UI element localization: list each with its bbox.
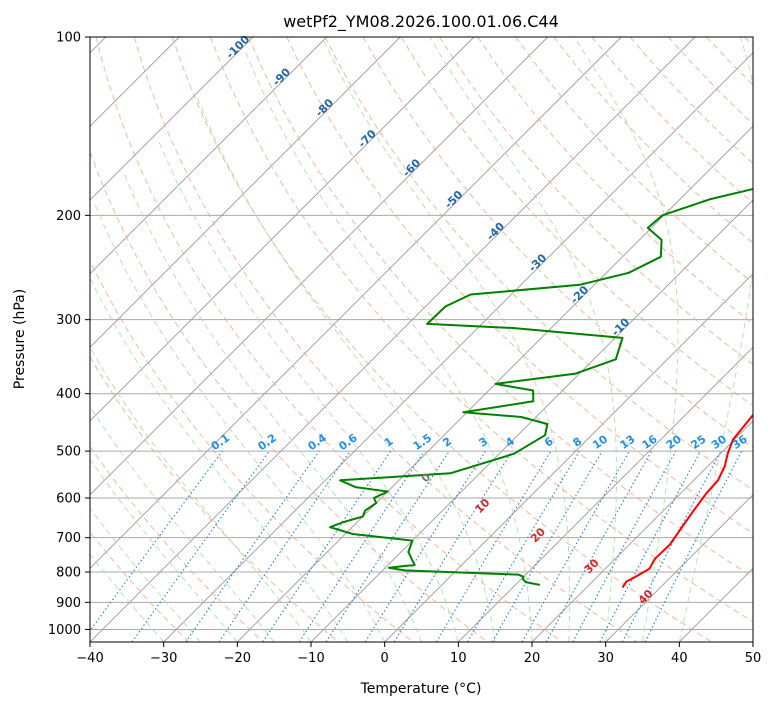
mixing-ratio-line — [185, 450, 320, 642]
isotherm-line — [531, 420, 753, 642]
dry-adiabat-line — [324, 37, 753, 491]
x-tick-label: −20 — [224, 651, 251, 666]
dry-adiabat-line — [90, 150, 488, 642]
mixing-ratio-line — [393, 450, 513, 642]
dry-adiabat-line — [95, 37, 563, 642]
axes: −40 −30 −20 −10 0 10 20 30 40 50 100 200 300 400 500 60… — [48, 31, 761, 667]
isotherm-line — [90, 37, 328, 275]
isotherm-line — [90, 37, 254, 201]
mixing-ratio-line — [131, 450, 270, 642]
mixing-ratio-line — [572, 450, 677, 642]
isotherm-line — [90, 37, 475, 422]
moist-adiabat-line — [90, 507, 201, 642]
y-tick-label: 500 — [56, 445, 81, 460]
dry-adiabat-line — [477, 37, 753, 325]
x-tick-label: 10 — [450, 651, 467, 666]
dewpoint-line — [329, 187, 753, 586]
dry-adiabat-line — [90, 356, 339, 642]
x-tick-label: 20 — [524, 651, 541, 666]
y-tick-label: 1000 — [48, 623, 81, 638]
x-tick-label: 50 — [745, 651, 762, 666]
dry-adiabat-line — [210, 37, 753, 623]
y-tick-label: 700 — [56, 531, 81, 546]
dry-adiabat-line — [248, 37, 753, 578]
x-tick-label: 30 — [597, 651, 614, 666]
x-tick-label: 0 — [381, 651, 389, 666]
isotherm-line — [90, 37, 622, 569]
isotherm-line — [236, 125, 753, 642]
y-axis-label: Pressure (hPa) — [12, 289, 28, 389]
moist-adiabat-line — [195, 94, 496, 642]
moist-adiabat-line — [429, 37, 617, 642]
isotherm-line — [163, 52, 753, 642]
isotherm-line — [605, 494, 753, 642]
moist-adiabat-line — [90, 346, 312, 642]
dry-adiabat-line — [286, 37, 753, 534]
x-axis-label: Temperature (°C) — [360, 681, 482, 697]
dry-adiabat-line — [133, 37, 638, 642]
mixing-ratio-line — [644, 450, 743, 642]
moist-adiabat-line — [93, 201, 386, 642]
dry-adiabat-line — [171, 37, 712, 642]
y-tick-label: 100 — [56, 31, 81, 46]
moist-adiabat-line — [244, 49, 533, 642]
dry-adiabat-line — [90, 259, 414, 642]
mixing-ratio-line — [262, 450, 392, 642]
mixing-ratio-line — [90, 450, 223, 632]
moist-adiabat-line — [321, 37, 571, 642]
y-tick-label: 600 — [56, 492, 81, 507]
plot-frame — [89, 36, 754, 643]
mixing-ratio-line — [218, 450, 351, 642]
x-tick-label: 40 — [671, 651, 688, 666]
y-tick-label: 800 — [56, 566, 81, 581]
y-tick-label: 300 — [56, 313, 81, 328]
mixing-ratio-line — [298, 450, 425, 642]
moist-adiabat-line — [678, 37, 753, 642]
isotherm-line — [457, 346, 753, 642]
moist-adiabat-line — [573, 37, 679, 642]
dry-adiabat-line — [438, 37, 753, 366]
y-tick-label: 400 — [56, 387, 81, 402]
isotherm-line — [90, 37, 401, 348]
x-tick-label: −30 — [150, 651, 177, 666]
moist-adiabat-line — [123, 173, 422, 642]
background-lines — [90, 37, 753, 642]
isotherm-line — [384, 273, 753, 642]
y-tick-label: 900 — [56, 596, 81, 611]
plot-area — [90, 37, 753, 642]
y-tick-label: 200 — [56, 209, 81, 224]
profile-series — [329, 187, 753, 589]
dry-adiabat-line — [90, 445, 264, 642]
moist-adiabat-line — [90, 553, 165, 642]
moist-adiabat-line — [158, 141, 459, 642]
mixing-ratio-line — [545, 450, 653, 642]
mixing-ratio-line — [325, 450, 450, 642]
chart-title: wetPf2_YM08.2026.100.01.06.C44 — [283, 12, 559, 32]
mixing-ratio-line — [521, 450, 630, 642]
isotherm-line — [90, 37, 549, 496]
temperature-line — [621, 413, 753, 589]
x-tick-label: −10 — [297, 651, 324, 666]
x-tick-label: −40 — [76, 651, 103, 666]
